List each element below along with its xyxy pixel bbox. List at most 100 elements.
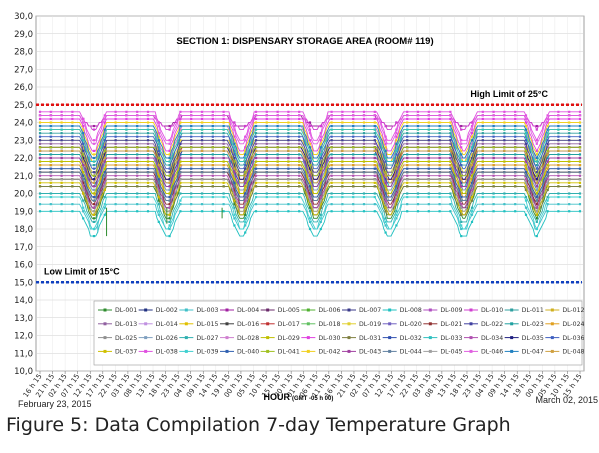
legend-label: DL-019 bbox=[359, 321, 381, 328]
series-point bbox=[114, 110, 117, 113]
legend-label: DL-038 bbox=[156, 349, 178, 356]
series-point bbox=[362, 171, 366, 174]
series-point bbox=[244, 203, 247, 206]
series-point bbox=[38, 114, 42, 117]
series-point bbox=[492, 146, 495, 149]
series-dl-039 bbox=[38, 195, 582, 231]
series-point bbox=[568, 114, 571, 117]
series-point bbox=[503, 174, 506, 177]
series-point bbox=[38, 185, 42, 188]
series-point bbox=[233, 142, 236, 145]
series-point bbox=[341, 174, 344, 177]
series-point bbox=[330, 181, 333, 184]
series-point bbox=[287, 110, 290, 113]
series-point bbox=[222, 149, 225, 152]
series-point bbox=[362, 153, 366, 156]
series-point bbox=[265, 156, 268, 160]
series-point bbox=[233, 188, 236, 192]
series-point bbox=[168, 217, 171, 220]
legend-swatch-marker bbox=[306, 349, 310, 353]
series-point bbox=[546, 121, 549, 124]
series-point bbox=[416, 174, 420, 177]
series-point bbox=[362, 156, 366, 160]
series-point bbox=[568, 164, 571, 167]
series-point bbox=[546, 185, 549, 188]
series-point bbox=[470, 132, 474, 135]
series-point bbox=[395, 185, 398, 188]
series-point bbox=[557, 114, 560, 117]
series-point bbox=[427, 153, 430, 156]
legend-entry: DL-036 bbox=[545, 335, 585, 342]
series-point bbox=[481, 117, 484, 121]
series-point bbox=[276, 164, 279, 167]
series-point bbox=[179, 156, 182, 160]
series-point bbox=[427, 164, 430, 167]
series-point bbox=[384, 199, 387, 202]
y-tick-label: 24,0 bbox=[14, 119, 33, 129]
series-point bbox=[481, 146, 484, 149]
y-tick-label: 27,0 bbox=[14, 65, 33, 75]
series-point bbox=[157, 185, 160, 188]
series-point bbox=[395, 153, 398, 156]
series-point bbox=[449, 160, 452, 163]
x-axis-sublabel: (GMT -05 h 00) bbox=[292, 396, 333, 402]
x-axis-title: HOUR (GMT -05 h 00) bbox=[264, 392, 334, 402]
series-point bbox=[276, 135, 279, 138]
series-point bbox=[362, 203, 366, 206]
series-point bbox=[535, 210, 538, 213]
series-point bbox=[276, 195, 279, 199]
series-point bbox=[438, 156, 441, 160]
y-tick-label: 28,0 bbox=[14, 48, 33, 58]
series-dl-029 bbox=[38, 160, 582, 195]
series-point bbox=[578, 203, 582, 206]
series-point bbox=[514, 146, 517, 149]
series-point bbox=[470, 139, 474, 142]
series-point bbox=[254, 160, 258, 163]
series-point bbox=[222, 146, 225, 149]
series-point bbox=[535, 185, 538, 188]
series-point bbox=[38, 139, 42, 142]
series-point bbox=[373, 195, 376, 199]
series-point bbox=[190, 195, 193, 199]
series-point bbox=[470, 210, 474, 213]
series-point bbox=[38, 167, 42, 170]
series-point bbox=[492, 160, 495, 163]
series-point bbox=[49, 132, 52, 135]
series-point bbox=[362, 149, 366, 152]
series-point bbox=[395, 210, 398, 213]
series-point bbox=[114, 181, 117, 184]
series-point bbox=[92, 188, 96, 192]
series-point bbox=[60, 135, 63, 138]
series-point bbox=[373, 135, 376, 138]
series-point bbox=[308, 203, 312, 206]
legend-label: DL-026 bbox=[156, 335, 178, 342]
series-point bbox=[298, 178, 301, 181]
series-point bbox=[92, 178, 96, 181]
series-point bbox=[330, 195, 333, 199]
series-point bbox=[114, 153, 117, 156]
series-point bbox=[114, 135, 117, 138]
series-point bbox=[49, 124, 52, 128]
series-dl-040 bbox=[38, 167, 582, 199]
legend-label: DL-014 bbox=[156, 321, 178, 328]
series-point bbox=[557, 142, 560, 145]
legend-swatch-marker bbox=[550, 308, 554, 312]
series-point bbox=[157, 124, 160, 128]
series-point bbox=[179, 181, 182, 184]
series-point bbox=[427, 139, 430, 142]
series-point bbox=[460, 174, 463, 177]
series-point bbox=[200, 132, 204, 135]
series-point bbox=[190, 139, 193, 142]
series-point bbox=[38, 146, 42, 149]
legend-swatch-marker bbox=[550, 322, 554, 326]
series-point bbox=[492, 178, 495, 181]
series-point bbox=[546, 135, 549, 138]
series-point bbox=[114, 139, 117, 142]
legend-swatch-marker bbox=[103, 336, 107, 340]
series-point bbox=[265, 149, 268, 152]
series-point bbox=[276, 181, 279, 184]
series-point bbox=[233, 167, 236, 170]
legend-entry: DL-005 bbox=[260, 307, 300, 314]
legend-label: DL-021 bbox=[440, 321, 462, 328]
series-point bbox=[287, 153, 290, 156]
